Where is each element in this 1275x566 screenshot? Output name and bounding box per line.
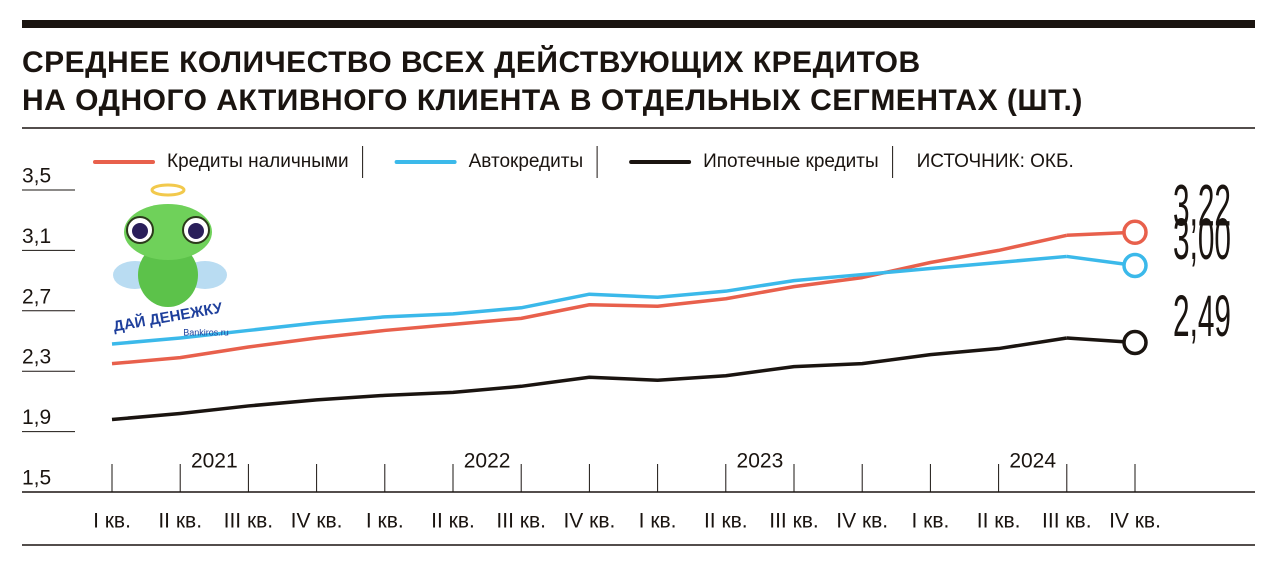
x-group-label: 2021 — [191, 450, 238, 473]
y-tick-label: 2,3 — [22, 346, 51, 369]
x-tick-label: II кв. — [431, 510, 475, 533]
end-marker — [1122, 329, 1148, 356]
x-tick-label: II кв. — [977, 510, 1021, 533]
y-tick-label: 3,5 — [22, 165, 51, 188]
pupil — [188, 223, 204, 239]
series-line — [111, 254, 1067, 346]
pupil — [132, 223, 148, 239]
x-group-label: 2023 — [737, 450, 784, 473]
x-tick-label: IV кв. — [291, 510, 343, 533]
x-tick-label: IV кв. — [836, 510, 888, 533]
chart-title: СРЕДНЕЕ КОЛИЧЕСТВО ВСЕХ ДЕЙСТВУЮЩИХ КРЕД… — [22, 45, 921, 79]
x-group-label: 2022 — [464, 450, 511, 473]
x-tick-label: III кв. — [496, 510, 546, 533]
end-marker — [1122, 219, 1148, 246]
end-marker — [1122, 252, 1148, 279]
value-label: 3,00 — [1173, 207, 1231, 272]
x-tick-label: III кв. — [224, 510, 274, 533]
x-tick-label: II кв. — [158, 510, 202, 533]
y-tick-label: 2,7 — [22, 285, 51, 308]
value-label: 2,49 — [1173, 284, 1231, 349]
chart-subtitle: НА ОДНОГО АКТИВНОГО КЛИЕНТА В ОТДЕЛЬНЫХ … — [22, 84, 1083, 117]
x-tick-label: III кв. — [1042, 510, 1092, 533]
series-line — [111, 336, 1068, 422]
y-tick-label: 1,5 — [22, 467, 51, 490]
x-tick-label: I кв. — [93, 510, 131, 533]
x-tick-label: IV кв. — [563, 510, 615, 533]
x-tick-label: III кв. — [769, 510, 819, 533]
body — [138, 243, 198, 307]
x-tick-label: IV кв. — [1109, 510, 1161, 533]
x-tick-label: II кв. — [704, 510, 748, 533]
halo — [150, 183, 186, 197]
y-tick-label: 3,1 — [22, 225, 51, 248]
watermark-site: Bankiros.ru — [183, 327, 229, 337]
x-tick-label: I кв. — [639, 510, 677, 533]
x-tick-label: I кв. — [911, 510, 949, 533]
top-bar — [22, 20, 1255, 28]
legend-label: Автокредиты — [469, 151, 584, 172]
value-label: 3,22 — [1173, 174, 1231, 239]
series-line — [111, 233, 1068, 366]
legend-label: Ипотечные кредиты — [703, 151, 879, 172]
y-tick-label: 1,9 — [22, 406, 51, 429]
mascot: ДАЙ ДЕНЕЖКУ Bankiros.ru — [112, 183, 229, 337]
x-tick-label: I кв. — [366, 510, 404, 533]
source: ИСТОЧНИК: ОКБ. — [917, 151, 1074, 172]
legend-label: Кредиты наличными — [167, 151, 349, 172]
x-group-label: 2024 — [1009, 450, 1056, 473]
